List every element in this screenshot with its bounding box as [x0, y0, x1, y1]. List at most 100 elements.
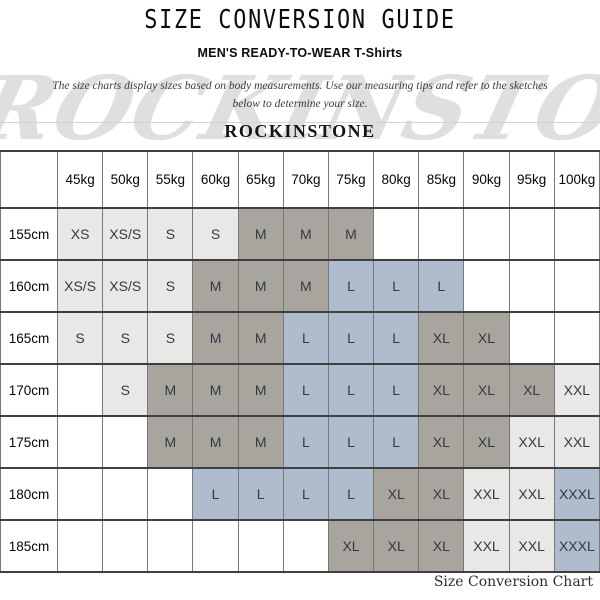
- weight-header-cell: 70kg: [282, 150, 329, 209]
- size-cell: M: [192, 415, 239, 469]
- size-cell: XL: [463, 363, 510, 417]
- height-label-cell: 155cm: [0, 207, 58, 261]
- empty-cell: [373, 207, 420, 261]
- size-cell: L: [282, 467, 329, 521]
- size-cell: L: [192, 467, 239, 521]
- empty-cell: [508, 311, 555, 365]
- empty-cell: [508, 207, 555, 261]
- size-cell: S: [147, 311, 194, 365]
- weight-header-cell: 60kg: [192, 150, 239, 209]
- brand-name: ROCKINSTONE: [224, 121, 376, 141]
- page-subtitle: MEN'S READY-TO-WEAR T-Shirts: [197, 46, 403, 60]
- size-cell: S: [192, 207, 239, 261]
- size-cell: S: [147, 207, 194, 261]
- size-cell: XXL: [508, 519, 555, 573]
- table-row: 185cm XL XL XL XXL XXL XXXL: [0, 519, 600, 573]
- size-cell: M: [192, 259, 239, 313]
- empty-cell: [56, 415, 104, 469]
- size-cell: XXL: [508, 415, 555, 469]
- size-cell: XS/S: [56, 259, 104, 313]
- size-cell: M: [147, 363, 194, 417]
- empty-cell: [147, 467, 194, 521]
- size-cell: L: [282, 311, 329, 365]
- size-cell: XL: [418, 519, 465, 573]
- size-cell: M: [237, 311, 284, 365]
- weight-header-cell: 55kg: [147, 150, 194, 209]
- empty-cell: [463, 207, 510, 261]
- size-cell: M: [282, 207, 329, 261]
- table-row: 160cm XS/S XS/S S M M M L L L: [0, 259, 600, 313]
- size-cell: M: [237, 207, 284, 261]
- empty-cell: [463, 259, 510, 313]
- size-cell: L: [373, 311, 420, 365]
- page-title: SIZE CONVERSION GUIDE: [144, 5, 456, 35]
- size-cell: XL: [418, 415, 465, 469]
- size-cell: L: [373, 363, 420, 417]
- empty-cell: [147, 519, 194, 573]
- description-line-1: The size charts display sizes based on b…: [52, 80, 548, 92]
- weight-header-cell: 90kg: [463, 150, 510, 209]
- size-cell: M: [192, 311, 239, 365]
- table-row: 180cm L L L L XL XL XXL XXL XXXL: [0, 467, 600, 521]
- size-cell: XL: [418, 467, 465, 521]
- size-cell: L: [282, 415, 329, 469]
- table-header: 45kg 50kg 55kg 60kg 65kg 70kg 75kg 80kg 85kg 90kg…: [0, 150, 600, 209]
- weight-header-cell: 80kg: [373, 150, 420, 209]
- empty-cell: [418, 207, 465, 261]
- size-cell: XXXL: [553, 467, 600, 521]
- height-label-cell: 160cm: [0, 259, 58, 313]
- size-conversion-table: 45kg 50kg 55kg 60kg 65kg 70kg 75kg 80kg 85kg 90kg…: [0, 150, 600, 573]
- size-cell: XL: [373, 519, 420, 573]
- size-cell: XXXL: [553, 519, 600, 573]
- size-cell: XL: [463, 311, 510, 365]
- size-cell: M: [237, 259, 284, 313]
- horizontal-divider: [0, 122, 600, 123]
- size-cell: S: [102, 363, 149, 417]
- size-cell: XL: [508, 363, 555, 417]
- size-cell: XL: [373, 467, 420, 521]
- size-cell: XXL: [553, 363, 600, 417]
- corner-diagonal-cell: [0, 150, 58, 209]
- empty-cell: [553, 259, 600, 313]
- empty-cell: [282, 519, 329, 573]
- chart-caption: Size Conversion Chart: [433, 574, 593, 590]
- size-cell: L: [373, 259, 420, 313]
- size-cell: M: [237, 415, 284, 469]
- size-cell: XXL: [463, 519, 510, 573]
- size-cell: L: [327, 467, 375, 521]
- size-cell: XXL: [508, 467, 555, 521]
- empty-cell: [192, 519, 239, 573]
- table-row: 170cm S M M M L L L XL XL XL XXL: [0, 363, 600, 417]
- weight-header-cell: 85kg: [418, 150, 465, 209]
- size-cell: L: [418, 259, 465, 313]
- description-line-2: below to determine your size.: [232, 98, 368, 110]
- size-cell: L: [237, 467, 284, 521]
- size-cell: L: [327, 311, 375, 365]
- size-cell: M: [237, 363, 284, 417]
- empty-cell: [56, 519, 104, 573]
- size-cell: M: [282, 259, 329, 313]
- table-row: 175cm M M M L L L XL XL XXL XXL: [0, 415, 600, 469]
- empty-cell: [102, 519, 149, 573]
- empty-cell: [102, 415, 149, 469]
- table-row: 155cm XS XS/S S S M M M: [0, 207, 600, 261]
- size-cell: L: [327, 363, 375, 417]
- size-cell: XS: [56, 207, 104, 261]
- weight-header-cell: 100kg: [553, 150, 600, 209]
- empty-cell: [553, 311, 600, 365]
- height-label-cell: 165cm: [0, 311, 58, 365]
- weight-header-cell: 95kg: [508, 150, 555, 209]
- table-row: 165cm S S S M M L L L XL XL: [0, 311, 600, 365]
- size-cell: XXL: [553, 415, 600, 469]
- table-body: 155cm XS XS/S S S M M M 160cm XS/S XS/S S M M M L L L 165c…: [0, 207, 600, 573]
- size-cell: S: [56, 311, 104, 365]
- empty-cell: [102, 467, 149, 521]
- size-cell: XL: [418, 311, 465, 365]
- height-label-cell: 185cm: [0, 519, 58, 573]
- size-cell: M: [147, 415, 194, 469]
- size-cell: M: [327, 207, 375, 261]
- size-cell: XS/S: [102, 207, 149, 261]
- size-cell: S: [147, 259, 194, 313]
- empty-cell: [56, 467, 104, 521]
